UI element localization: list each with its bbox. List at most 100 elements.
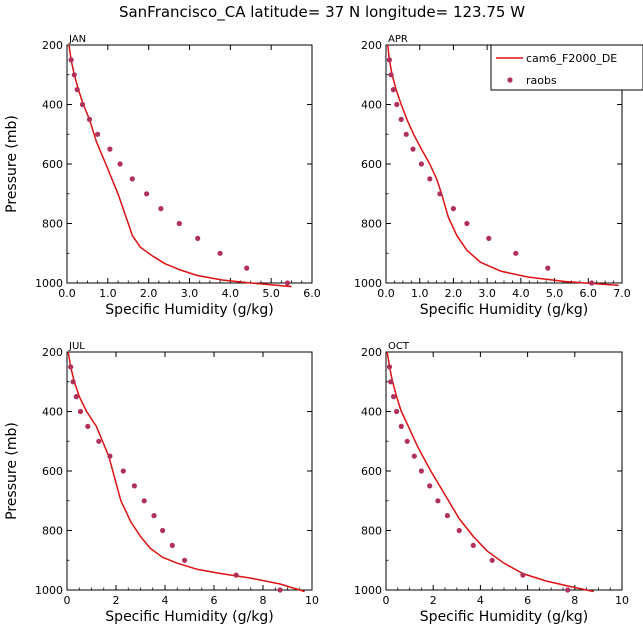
obs-point — [70, 379, 76, 385]
x-tick-label: 10 — [305, 594, 319, 607]
obs-point — [470, 542, 476, 549]
obs-point — [464, 220, 470, 227]
obs-point — [388, 379, 394, 385]
x-tick-label: 3.0 — [181, 287, 199, 300]
obs-point — [144, 191, 150, 197]
y-tick-label: 600 — [361, 465, 382, 478]
y-axis-label: Pressure (mb) — [4, 422, 20, 520]
obs-point — [68, 57, 74, 63]
model-profile-line — [68, 44, 292, 288]
obs-point — [73, 394, 79, 400]
obs-point — [182, 557, 188, 563]
obs-point — [404, 438, 410, 444]
axes-frame — [66, 351, 313, 591]
obs-point — [244, 265, 250, 271]
panel-jul: JUL 0 2 4 6 8 10 200 400 600 800 1000 Specific Humid… — [4, 341, 319, 625]
x-tick-label: 0.0 — [58, 287, 76, 300]
y-tick-label: 200 — [361, 39, 382, 52]
x-tick-label: 8 — [571, 594, 578, 607]
obs-point — [486, 235, 492, 241]
y-tick-label: 800 — [361, 525, 382, 538]
legend-box — [490, 44, 643, 91]
x-tick-label: 5.0 — [546, 287, 564, 300]
obs-point — [435, 498, 441, 504]
x-tick-label: 4.0 — [512, 287, 530, 300]
obs-point — [71, 72, 77, 78]
y-tick-label: 800 — [42, 218, 63, 231]
panel-label: APR — [388, 34, 408, 45]
obs-point — [444, 513, 450, 519]
obs-point — [169, 542, 175, 549]
y-tick-label: 1000 — [35, 277, 63, 290]
x-tick-label: 4 — [162, 594, 169, 607]
y-tick-label: 200 — [42, 39, 63, 52]
x-tick-label: 6.0 — [303, 287, 321, 300]
x-tick-label: 5.0 — [262, 287, 280, 300]
y-tick-label: 1000 — [354, 584, 382, 597]
obs-point — [151, 513, 157, 519]
obs-point — [418, 468, 424, 474]
legend-model-label: cam6_F2000_DE — [526, 52, 617, 65]
obs-point — [107, 453, 113, 459]
y-tick-label: 800 — [42, 525, 63, 538]
obs-point — [427, 483, 433, 489]
obs-point — [117, 161, 123, 167]
legend-dot-swatch — [507, 77, 513, 83]
obs-point — [388, 72, 394, 78]
y-tick-label: 400 — [42, 406, 63, 419]
x-tick-label: 2 — [430, 594, 437, 607]
y-tick-label: 1000 — [35, 584, 63, 597]
obs-point — [233, 572, 239, 578]
obs-point — [284, 280, 291, 286]
axes-frame — [66, 44, 313, 284]
obs-point — [86, 116, 93, 122]
x-axis-label: Specific Humidity (g/kg) — [420, 302, 588, 318]
obs-point — [107, 146, 113, 152]
obs-point — [411, 453, 417, 459]
obs-point — [141, 498, 147, 504]
model-profile-line — [67, 351, 305, 593]
obs-point — [158, 206, 164, 212]
obs-point — [589, 280, 595, 286]
obs-point — [129, 176, 135, 182]
obs-point — [131, 483, 137, 489]
x-axis-label: Specific Humidity (g/kg) — [105, 302, 273, 318]
panel-jan: JAN 0.0 1.0 2.0 3.0 4.0 5.0 6.0 200 400 600 800 1000… — [4, 34, 321, 318]
x-tick-label: 1.0 — [411, 287, 429, 300]
obs-point — [386, 364, 393, 370]
x-tick-label: 1.0 — [99, 287, 117, 300]
y-tick-label: 600 — [361, 158, 382, 171]
panel-label: JUL — [68, 341, 85, 352]
y-axis-label: Pressure (mb) — [4, 115, 20, 213]
x-tick-label: 2.0 — [445, 287, 463, 300]
obs-point — [277, 587, 283, 593]
obs-point — [79, 101, 86, 108]
obs-point — [391, 394, 397, 400]
obs-point — [217, 250, 223, 256]
obs-point — [437, 191, 443, 197]
obs-point — [456, 527, 462, 534]
y-tick-label: 400 — [361, 99, 382, 112]
y-tick-label: 200 — [361, 346, 382, 359]
obs-point — [386, 57, 392, 63]
x-tick-label: 6 — [524, 594, 531, 607]
figure-title: SanFrancisco_CA latitude= 37 N longitude… — [119, 3, 525, 22]
obs-point — [545, 265, 551, 271]
obs-point — [96, 438, 102, 444]
model-profile-line — [386, 351, 594, 593]
x-tick-label: 0 — [383, 594, 390, 607]
x-tick-label: 8 — [260, 594, 267, 607]
obs-point — [390, 87, 396, 93]
x-tick-label: 0 — [64, 594, 71, 607]
obs-point — [398, 116, 404, 122]
obs-point — [418, 161, 424, 167]
panel-apr: APR 0.0 1.0 2.0 3.0 4.0 5.0 6.0 7.0 200 400 600 800 1… — [354, 34, 631, 318]
x-axis-label: Specific Humidity (g/kg) — [420, 609, 588, 625]
obs-point — [120, 468, 126, 474]
obs-point — [513, 250, 519, 256]
obs-point — [85, 423, 91, 429]
panel-label: OCT — [388, 341, 410, 352]
x-tick-label: 4.0 — [222, 287, 240, 300]
obs-point — [77, 408, 84, 415]
